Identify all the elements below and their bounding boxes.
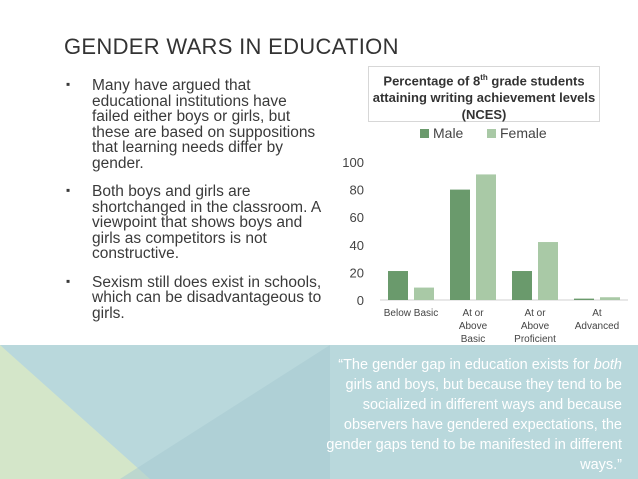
bar-male xyxy=(450,189,470,300)
bullet-list: ▪ Many have argued that educational insti… xyxy=(64,77,324,334)
bar-female xyxy=(476,174,496,300)
x-tick-label-line: Above xyxy=(459,321,488,332)
bullet-icon: ▪ xyxy=(66,183,71,197)
quote-part: girls and boys, but because they tend to… xyxy=(326,377,622,473)
y-tick-label: 0 xyxy=(357,293,364,308)
bullet-text: Sexism still does exist in schools, whic… xyxy=(92,273,322,322)
bar-male xyxy=(388,271,408,300)
x-tick-label-line: At xyxy=(592,308,602,319)
legend-label-male: Male xyxy=(433,125,464,141)
bar-female xyxy=(414,287,434,300)
bar-female xyxy=(600,297,620,300)
chart-title: Percentage of 8th grade students attaini… xyxy=(369,69,599,123)
chart-title-box: Percentage of 8th grade students attaini… xyxy=(368,66,600,122)
bar-female xyxy=(538,242,558,300)
bullet-icon: ▪ xyxy=(66,273,71,288)
decor-triangle-green xyxy=(0,345,150,479)
bullet-text: Many have argued that educational instit… xyxy=(92,77,316,172)
x-tick-label: At Advanced xyxy=(575,308,619,332)
bullet-item: ▪ Both boys and girls are shortchanged in… xyxy=(64,183,324,262)
y-tick-label: 100 xyxy=(342,155,364,170)
page-title: GENDER WARS IN EDUCATION xyxy=(64,34,399,59)
chart-title-superscript: th xyxy=(480,73,488,82)
quote-text: “The gender gap in education exists for … xyxy=(312,355,622,475)
bar-male xyxy=(574,298,594,300)
legend-swatch-male xyxy=(420,129,429,138)
chart-title-part: grade students attaining writing achieve… xyxy=(372,73,596,123)
x-tick-label-line: Proficient xyxy=(514,334,556,345)
bullet-icon: ▪ xyxy=(66,77,71,91)
bar-male xyxy=(512,271,532,300)
bullet-item: ▪ Sexism still does exist in schools, whi… xyxy=(64,273,324,322)
x-tick-label: Below Basic xyxy=(384,308,438,319)
x-tick-label-line: Above xyxy=(521,321,550,332)
chart-title-part: Percentage of 8 xyxy=(383,73,481,89)
bullet-item: ▪ Many have argued that educational insti… xyxy=(64,77,324,172)
legend-swatch-female xyxy=(487,129,496,138)
y-tick-label: 20 xyxy=(350,265,364,280)
x-tick-label-line: At or xyxy=(524,308,546,319)
quote-part: “The gender gap in education exists for xyxy=(338,357,594,373)
x-tick-label: At or Above Proficient xyxy=(514,308,556,345)
x-tick-label: At or Above Basic xyxy=(459,308,488,345)
x-tick-label-line: Advanced xyxy=(575,321,619,332)
y-tick-label: 40 xyxy=(350,238,364,253)
x-tick-label-line: Basic xyxy=(461,334,485,345)
bullet-text: Both boys and girls are shortchanged in … xyxy=(92,183,321,262)
quote-emphasis: both xyxy=(593,357,622,373)
x-tick-label-line: Below Basic xyxy=(384,308,438,319)
legend-label-female: Female xyxy=(500,125,547,141)
x-tick-label-line: At or xyxy=(462,308,484,319)
decor-triangle-blue xyxy=(120,345,330,479)
y-tick-label: 60 xyxy=(350,210,364,225)
y-tick-label: 80 xyxy=(350,183,364,198)
